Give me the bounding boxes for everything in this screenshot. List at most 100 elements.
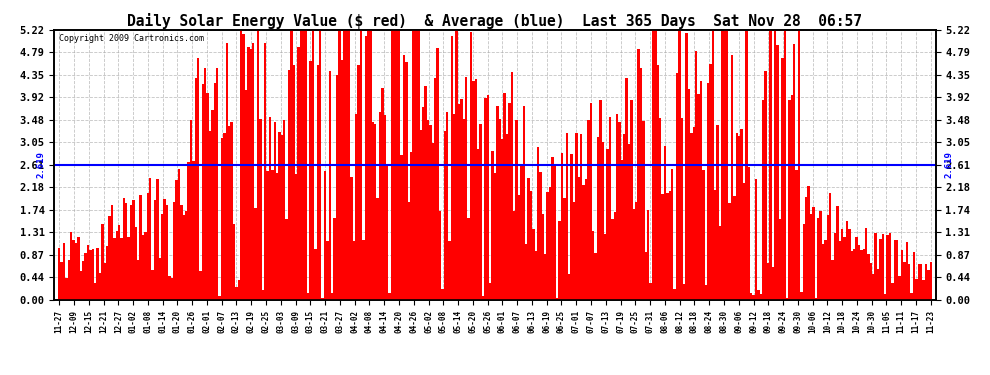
Bar [766,262,769,300]
Bar [745,31,747,300]
Bar [676,73,678,300]
Bar [508,103,511,300]
Bar [446,112,448,300]
Bar [741,129,742,300]
Bar [442,289,444,300]
Bar [346,30,347,300]
Bar [381,88,384,300]
Bar [525,244,528,300]
Bar [245,90,248,300]
Bar [901,251,903,300]
Bar [350,177,352,300]
Bar [803,225,805,300]
Bar [182,215,185,300]
Bar [415,30,417,300]
Bar [590,104,592,300]
Bar [455,30,458,300]
Bar [163,199,165,300]
Bar [834,233,837,300]
Bar [896,240,899,300]
Bar [386,164,388,300]
Bar [281,135,283,300]
Bar [628,144,631,300]
Bar [635,202,638,300]
Bar [673,289,676,300]
Bar [580,134,582,300]
Bar [460,99,462,300]
Bar [190,120,192,300]
Bar [194,78,197,300]
Bar [857,245,860,300]
Bar [145,232,147,300]
Bar [621,159,623,300]
Bar [170,278,173,300]
Bar [467,218,470,300]
Bar [94,284,96,300]
Bar [89,249,91,300]
Bar [503,93,506,300]
Bar [491,151,494,300]
Bar [726,30,729,300]
Bar [256,30,259,300]
Bar [91,249,94,300]
Bar [128,237,130,300]
Bar [185,211,187,300]
Bar [619,122,621,300]
Bar [470,33,472,300]
Bar [558,221,561,300]
Bar [427,120,429,300]
Bar [264,43,266,300]
Bar [688,88,690,300]
Bar [233,224,236,300]
Bar [820,211,822,300]
Bar [889,233,891,300]
Bar [271,171,273,300]
Bar [837,207,839,300]
Bar [322,298,324,300]
Bar [202,84,204,300]
Bar [705,285,707,300]
Bar [405,62,408,300]
Bar [894,240,896,300]
Bar [359,30,362,300]
Bar [173,202,175,300]
Bar [437,48,439,300]
Bar [429,124,432,300]
Bar [918,264,920,300]
Bar [180,206,182,300]
Bar [79,271,82,300]
Bar [369,30,371,300]
Bar [482,296,484,300]
Bar [736,133,738,300]
Bar [133,200,135,300]
Bar [518,195,520,300]
Bar [848,229,850,300]
Bar [568,274,570,300]
Bar [798,30,800,300]
Bar [324,171,326,300]
Bar [891,284,894,300]
Bar [62,243,65,300]
Bar [391,30,393,300]
Bar [425,86,427,300]
Bar [339,30,341,300]
Bar [513,211,516,300]
Bar [762,99,764,300]
Bar [420,130,422,300]
Bar [609,117,611,300]
Bar [599,100,602,300]
Bar [238,280,240,300]
Bar [771,267,774,300]
Bar [465,76,467,300]
Bar [111,205,113,300]
Bar [822,244,825,300]
Bar [72,240,75,300]
Bar [187,162,190,300]
Bar [106,246,108,300]
Bar [920,264,923,300]
Bar [664,146,666,300]
Bar [273,122,276,300]
Bar [413,30,415,300]
Bar [774,30,776,300]
Bar [149,178,151,300]
